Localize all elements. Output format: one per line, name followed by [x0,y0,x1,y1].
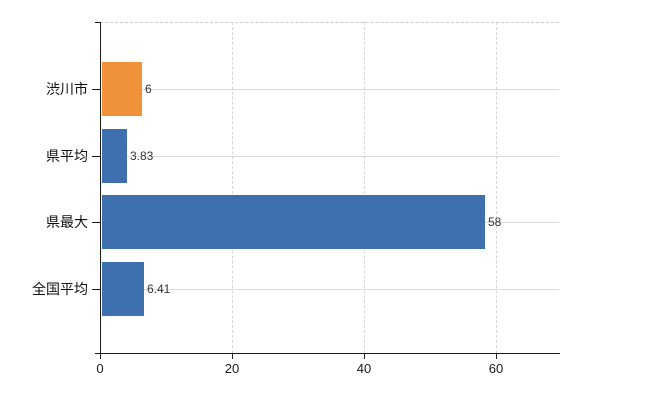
x-axis-tick [100,354,101,359]
bar-県平均 [102,129,127,183]
bar-value-label: 6 [145,82,152,96]
x-tick-label: 0 [96,361,104,376]
bar-渋川市 [102,62,142,116]
y-axis-tick [92,222,100,223]
vertical-gridline [232,22,233,353]
x-tick-label: 60 [488,361,504,376]
bar-value-label: 3.83 [130,148,154,163]
category-label: 全国平均 [32,280,88,297]
x-axis-tick [364,354,365,359]
x-axis-tick [496,354,497,359]
vertical-gridline [364,22,365,353]
bar-県最大 [102,195,485,249]
horizontal-gridline [101,89,559,90]
x-axis-tick [232,354,233,359]
y-axis-tick [92,89,100,90]
category-label: 渋川市 [46,81,88,97]
y-axis-tick [92,288,100,290]
y-axis-tick [92,155,100,157]
horizontal-gridline [101,155,559,157]
y-axis-end-tick [95,22,100,23]
vertical-gridline [496,22,497,353]
x-tick-label: 40 [356,361,372,376]
category-label: 県平均 [46,147,88,164]
y-axis-line [100,22,101,353]
bar-全国平均 [102,262,144,316]
horizontal-gridline [101,288,559,290]
x-axis-line [95,353,560,354]
category-label: 県最大 [46,214,88,230]
plot-top-border [100,22,559,23]
bar-value-label: 6.41 [147,281,171,296]
x-tick-label: 20 [224,361,240,376]
bar-value-label: 58 [488,215,502,229]
